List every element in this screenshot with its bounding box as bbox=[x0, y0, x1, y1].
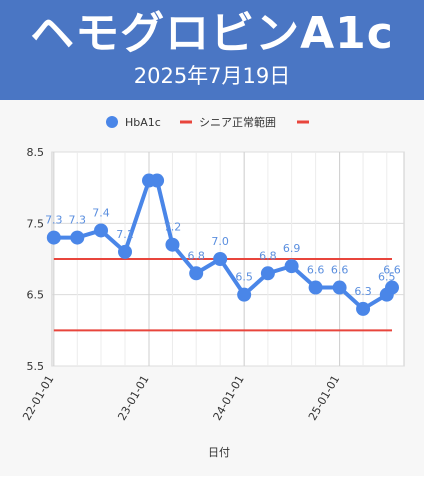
data-point bbox=[165, 237, 180, 252]
x-tick-label: 23-01-01 bbox=[115, 373, 151, 423]
data-label: 6.5 bbox=[378, 271, 396, 284]
legend-hba1c-label: HbA1c bbox=[125, 116, 161, 129]
x-tick-label: 22-01-01 bbox=[20, 373, 56, 423]
data-label: 6.8 bbox=[259, 249, 277, 262]
page-date: 2025年7月19日 bbox=[133, 64, 291, 88]
x-axis-title: 日付 bbox=[208, 446, 230, 459]
chart-area: HbA1c シニア正常範囲 5.5 6.5 7.5 8.5 22-01-01 23-01… bbox=[0, 100, 424, 476]
y-tick-label: 7.5 bbox=[27, 217, 45, 230]
data-label: 6.6 bbox=[307, 264, 325, 277]
data-label: 7.4 bbox=[92, 206, 110, 219]
data-label: 6.9 bbox=[283, 242, 301, 255]
data-point bbox=[118, 244, 133, 259]
x-tick-label: 25-01-01 bbox=[306, 373, 342, 423]
data-labels: 7.3 7.3 7.4 7.1 7.2 6.8 7.0 6.5 6.8 6.9 6.6 6.6 6.3 6… bbox=[45, 206, 401, 297]
data-point bbox=[94, 223, 109, 238]
data-point bbox=[213, 252, 228, 266]
data-point bbox=[237, 287, 252, 302]
data-label: 7.3 bbox=[69, 214, 87, 227]
hba1c-chart: HbA1c シニア正常範囲 5.5 6.5 7.5 8.5 22-01-01 23-01… bbox=[20, 115, 405, 459]
y-tick-label: 8.5 bbox=[27, 146, 45, 159]
data-label: 7.3 bbox=[45, 214, 63, 227]
legend-reference-label: シニア正常範囲 bbox=[199, 115, 276, 129]
data-label: 6.6 bbox=[331, 264, 349, 277]
data-label: 6.5 bbox=[235, 271, 253, 284]
data-point bbox=[260, 266, 275, 281]
x-axis-ticks: 22-01-01 23-01-01 24-01-01 25-01-01 bbox=[20, 373, 342, 423]
data-point bbox=[189, 266, 204, 281]
data-point bbox=[284, 259, 299, 274]
legend-hba1c-marker bbox=[106, 116, 118, 128]
data-point bbox=[308, 280, 323, 295]
data-point bbox=[46, 230, 61, 245]
data-label: 6.3 bbox=[354, 285, 372, 298]
data-point bbox=[385, 280, 399, 295]
data-label: 7.0 bbox=[211, 235, 229, 248]
series-hba1c bbox=[46, 173, 399, 316]
data-point bbox=[150, 173, 165, 188]
data-label: 6.8 bbox=[187, 249, 205, 262]
data-point bbox=[356, 301, 371, 316]
data-label: 7.1 bbox=[116, 228, 134, 241]
header: ヘモグロビンA1c 2025年7月19日 bbox=[0, 0, 424, 100]
data-point bbox=[70, 230, 85, 245]
data-label: 6.6 bbox=[383, 264, 401, 277]
legend: HbA1c シニア正常範囲 bbox=[106, 115, 309, 129]
page-title: ヘモグロビンA1c bbox=[30, 8, 394, 59]
data-point bbox=[332, 280, 347, 295]
x-tick-label: 24-01-01 bbox=[211, 373, 247, 423]
y-axis-ticks: 5.5 6.5 7.5 8.5 bbox=[27, 146, 45, 373]
y-tick-label: 5.5 bbox=[27, 360, 45, 373]
data-label: 7.2 bbox=[164, 221, 182, 234]
y-tick-label: 6.5 bbox=[27, 289, 45, 302]
